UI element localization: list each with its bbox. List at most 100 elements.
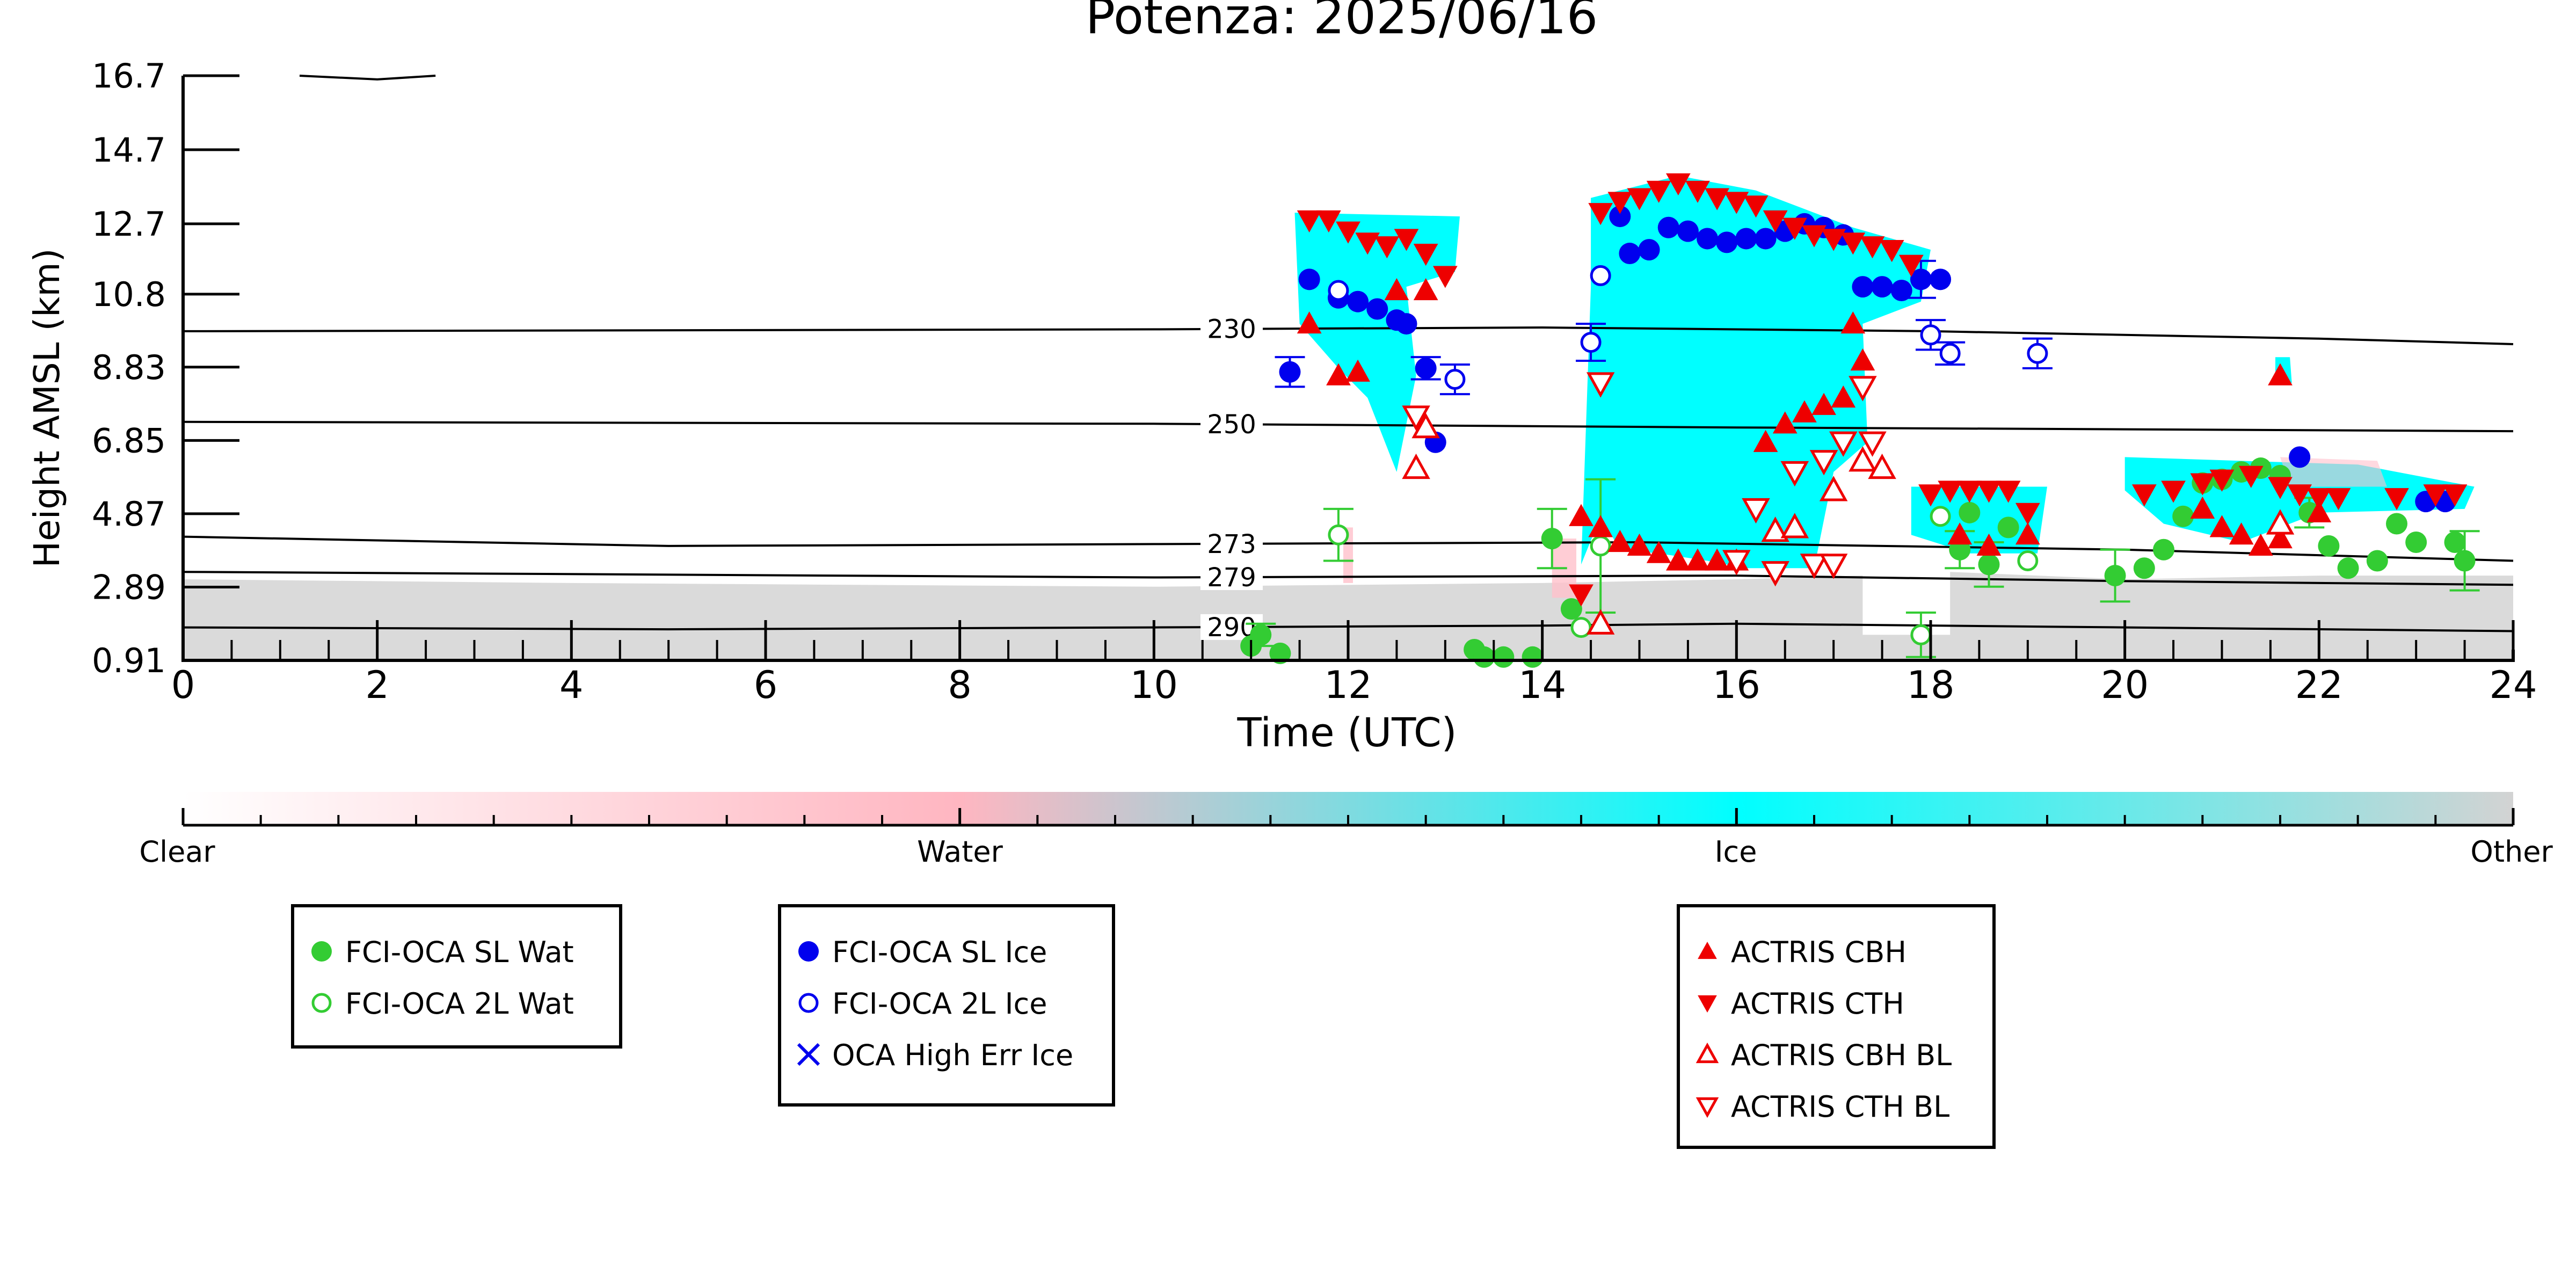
legend-marker xyxy=(797,1043,820,1066)
data-point xyxy=(1411,413,1440,439)
data-point xyxy=(2015,522,2040,545)
colorbar-label-ice: Ice xyxy=(1715,835,1757,869)
ice-cloud-2 xyxy=(1581,176,1931,569)
data-point xyxy=(1590,265,1611,286)
data-point xyxy=(1402,453,1430,479)
legend-label: FCI-OCA 2L Ice xyxy=(832,987,1047,1021)
data-point xyxy=(2384,488,2409,511)
data-point xyxy=(1347,290,1369,312)
x-tick-label: 16 xyxy=(1713,663,1760,707)
data-point xyxy=(1898,254,1924,277)
y-tick-label: 16.7 xyxy=(92,56,166,96)
data-point xyxy=(1697,228,1719,250)
legend-label: FCI-OCA 2L Wat xyxy=(345,987,574,1021)
data-point xyxy=(2248,533,2273,556)
data-point xyxy=(2229,522,2254,545)
data-point xyxy=(1580,332,1602,353)
legend-marker xyxy=(1698,995,1717,1013)
data-point xyxy=(1402,405,1430,431)
data-point xyxy=(1250,624,1272,646)
data-point xyxy=(2017,550,2039,571)
data-point xyxy=(1590,535,1611,557)
classification-colorbar: Clear Water Ice Other xyxy=(139,792,2553,869)
legend-label: ACTRIS CTH BL xyxy=(1731,1090,1949,1124)
data-point xyxy=(1755,228,1777,250)
data-point xyxy=(1685,180,1710,203)
data-point xyxy=(1665,173,1691,196)
y-tick-label: 0.91 xyxy=(92,641,166,680)
data-point xyxy=(1638,239,1660,261)
data-point xyxy=(1619,243,1641,265)
data-point xyxy=(2306,488,2332,511)
data-point xyxy=(1782,217,1807,240)
data-point xyxy=(2133,557,2155,579)
data-point xyxy=(2172,505,2194,527)
data-point xyxy=(1761,561,1789,587)
chart-title: Potenza: 2025/06/16 xyxy=(1086,0,1598,45)
data-point xyxy=(1802,225,1827,248)
isotherm-label-279: 279 xyxy=(1207,563,1256,593)
data-point xyxy=(2454,550,2476,572)
data-point xyxy=(1792,400,1817,423)
data-point xyxy=(1811,392,1836,415)
y-tick-label: 4.87 xyxy=(92,494,166,534)
data-point xyxy=(1763,210,1788,233)
data-point xyxy=(1586,609,1615,635)
data-point xyxy=(1384,278,1409,301)
legend-frame xyxy=(291,904,622,1049)
legend-label: FCI-OCA SL Wat xyxy=(345,935,574,969)
data-point xyxy=(1920,324,1941,346)
y-tick-label: 10.8 xyxy=(92,275,166,314)
colorbar-ticks xyxy=(181,808,2515,827)
data-point xyxy=(1850,348,1875,371)
data-point xyxy=(2104,565,2126,587)
data-point xyxy=(2337,557,2359,579)
data-point xyxy=(1705,548,1730,571)
data-point xyxy=(1849,376,1877,402)
data-point xyxy=(1588,515,1613,537)
data-point xyxy=(1355,232,1380,255)
isotherm-label-273: 273 xyxy=(1207,529,1256,559)
y-tick-label: 2.89 xyxy=(92,567,166,607)
x-tick-label: 18 xyxy=(1906,663,1954,707)
data-point xyxy=(1831,385,1856,408)
data-point xyxy=(2027,343,2048,364)
data-point xyxy=(1722,550,1751,576)
x-tick-label: 24 xyxy=(2489,663,2537,707)
data-point xyxy=(1413,243,1438,266)
data-point xyxy=(1724,192,1749,214)
data-point xyxy=(1415,357,1437,379)
data-point xyxy=(1394,229,1419,251)
data-point xyxy=(1761,516,1789,542)
data-point xyxy=(1627,533,1652,556)
data-point xyxy=(2386,513,2407,535)
data-point xyxy=(1910,624,1932,645)
data-point xyxy=(1609,206,1631,228)
data-point xyxy=(1269,642,1291,664)
x-tick-label: 20 xyxy=(2101,663,2149,707)
x-tick-label: 8 xyxy=(948,663,972,707)
data-point xyxy=(1328,280,1349,301)
data-point xyxy=(1665,548,1691,571)
x-tick-label: 2 xyxy=(365,663,389,707)
data-point xyxy=(1326,363,1351,385)
x-tick-label: 10 xyxy=(1130,663,1178,707)
data-point xyxy=(1800,554,1829,579)
data-point xyxy=(1976,533,2002,556)
data-point xyxy=(1522,646,1544,668)
data-point xyxy=(2153,539,2174,561)
data-point xyxy=(1852,276,1874,298)
x-tick-label: 4 xyxy=(559,663,584,707)
isotherm-line-273 xyxy=(183,535,2514,562)
data-point xyxy=(1976,481,2002,503)
legend-marker xyxy=(311,941,332,962)
legend-marker xyxy=(1698,941,1717,959)
data-point xyxy=(1366,298,1388,320)
data-point xyxy=(1809,450,1838,476)
data-point xyxy=(1819,554,1848,579)
plot-axes: 0 2 4 6 8 10 12 14 16 18 20 22 240.912.894.876.858.8… xyxy=(92,56,2537,707)
data-point xyxy=(1279,361,1301,383)
isotherm-label-bg-230 xyxy=(1200,316,1263,342)
